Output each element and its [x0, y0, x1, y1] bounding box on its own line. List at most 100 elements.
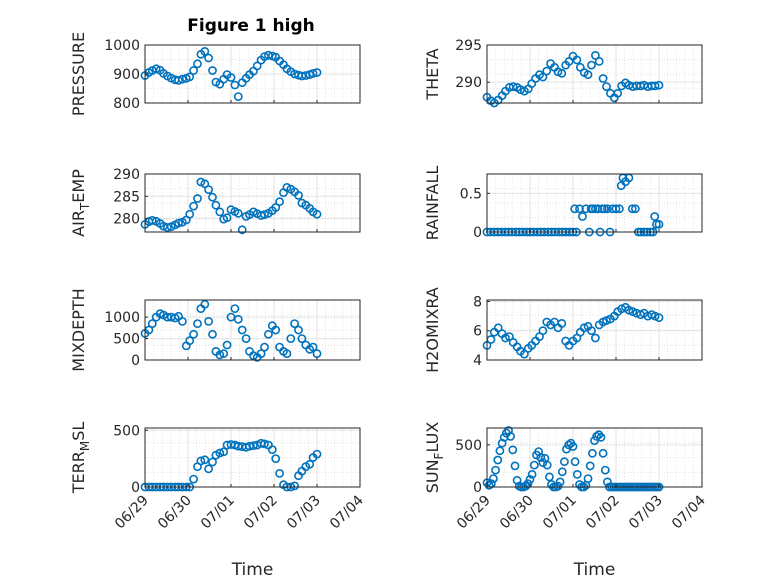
data-point [226, 73, 236, 82]
data-point [598, 448, 608, 458]
x-tick-label: 07/04 [327, 492, 367, 532]
data-point [271, 203, 281, 212]
y-tick-label: 0 [473, 480, 482, 496]
data-point [297, 71, 307, 81]
data-point [484, 480, 494, 490]
y-tick-label: 8 [473, 294, 482, 310]
y-axis-label: MIXDEPTH [69, 288, 88, 371]
y-axis-label: TERRMSL [69, 422, 92, 495]
data-point [542, 460, 552, 470]
data-point [652, 219, 661, 229]
data-point [598, 74, 608, 83]
data-point [602, 82, 611, 91]
data-point [196, 456, 206, 466]
data-point [193, 59, 202, 69]
data-point [208, 66, 217, 75]
y-tick-label: 280 [113, 212, 140, 228]
data-point [585, 461, 595, 471]
data-point [572, 469, 582, 479]
data-point [570, 204, 580, 214]
data-point [529, 460, 539, 470]
y-axis-label: AIRTEMP [69, 169, 92, 237]
data-point [189, 329, 198, 339]
data-point [174, 218, 183, 228]
data-point [219, 349, 229, 358]
data-point [260, 439, 269, 449]
series-markers [482, 51, 664, 108]
data-point [545, 472, 554, 482]
data-point [587, 60, 596, 70]
data-point [611, 204, 621, 214]
data-point [204, 185, 213, 194]
data-point [260, 210, 269, 219]
data-point [583, 474, 593, 483]
axes-box [486, 299, 703, 361]
data-point [200, 299, 210, 309]
data-point [271, 454, 281, 463]
axes-box [144, 427, 361, 488]
panel-theta: 290 295 THETA [423, 38, 703, 108]
data-point [508, 82, 518, 91]
data-point [600, 204, 609, 214]
data-point [583, 70, 593, 80]
data-point [222, 340, 232, 350]
data-point [613, 88, 623, 98]
data-point [488, 474, 498, 483]
data-point [260, 342, 269, 352]
data-point [542, 66, 552, 76]
y-tick-label: 0 [131, 353, 140, 369]
data-point [596, 432, 606, 442]
x-tick-label: 07/01 [198, 493, 238, 533]
data-point [237, 225, 247, 235]
data-point [252, 61, 262, 71]
data-point [588, 448, 597, 458]
data-point [538, 458, 548, 467]
data-point [603, 477, 612, 487]
data-point [230, 304, 240, 313]
y-tick-label: 4 [473, 353, 482, 369]
data-point [557, 68, 567, 78]
x-tick-label: 07/02 [241, 493, 281, 533]
series-markers [482, 302, 664, 359]
data-point [230, 80, 240, 90]
data-point [564, 440, 574, 450]
data-point [572, 55, 582, 65]
data-point [219, 447, 229, 457]
series-markers [140, 47, 322, 101]
axes-box [486, 427, 703, 488]
y-axis-label: PRESSURE [69, 32, 88, 116]
data-point [267, 445, 277, 454]
data-point [193, 194, 202, 203]
data-point [208, 457, 217, 467]
data-point [654, 80, 664, 90]
data-point [538, 72, 548, 82]
data-point [290, 481, 299, 491]
y-tick-label: 1000 [104, 38, 140, 54]
minor-grid [144, 173, 361, 233]
data-point [536, 453, 546, 462]
data-point [560, 457, 569, 467]
x-tick-label: 06/30 [497, 493, 537, 533]
data-point [650, 212, 660, 221]
data-point [557, 467, 567, 477]
panel-pressure: 800 900 1000 PRESSURE [69, 32, 361, 116]
data-point [151, 64, 161, 74]
data-point [525, 474, 535, 484]
y-axis-label: H2OMIXRA [423, 287, 442, 373]
data-point [578, 212, 587, 221]
data-point [211, 200, 221, 210]
data-point [233, 92, 243, 101]
data-point [189, 201, 198, 211]
panel-terr_msl: 0 500 06/29 06/30 07/01 07/02 07/03 07/04 Time TE… [69, 422, 367, 580]
data-point [520, 349, 529, 359]
panel-rainfall: 0 0.5 RAINFALL [423, 166, 703, 241]
data-point [575, 204, 584, 214]
data-point [308, 342, 318, 352]
data-point [256, 349, 266, 358]
data-point [177, 316, 187, 326]
data-point [215, 207, 225, 217]
y-tick-label: 500 [113, 332, 140, 348]
panel-air_temp: 280 285 290 AIRTEMP [69, 167, 361, 237]
y-tick-label: 290 [113, 167, 140, 183]
